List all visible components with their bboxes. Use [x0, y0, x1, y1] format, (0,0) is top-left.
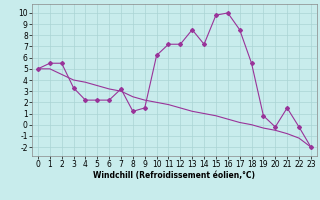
X-axis label: Windchill (Refroidissement éolien,°C): Windchill (Refroidissement éolien,°C) [93, 171, 255, 180]
